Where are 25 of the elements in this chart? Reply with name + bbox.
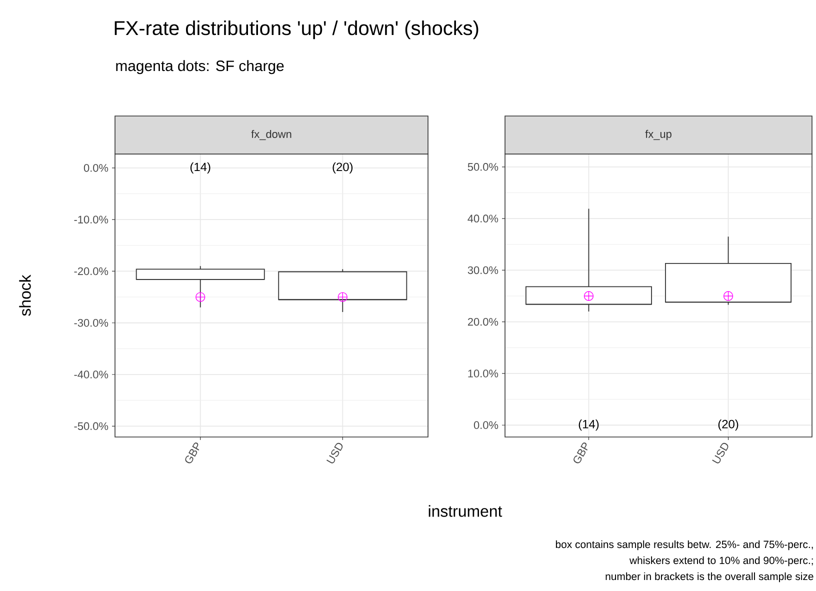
y-tick-label: 40.0% <box>468 214 498 222</box>
text: fx_down <box>251 130 292 140</box>
annotation: (14) <box>190 162 210 174</box>
y-axis-title: shock <box>19 274 31 316</box>
y-tick-label: 0.0% <box>84 164 108 172</box>
text: number in brackets is the overall sample size <box>606 572 814 582</box>
annotation: (20) <box>332 162 353 174</box>
y-tick-label: 50.0% <box>468 163 498 171</box>
chart-title: FX-rate distributions 'up' / 'down' (shocks) <box>114 20 478 40</box>
text: fx_up <box>645 130 672 140</box>
y-tick-label: 10.0% <box>468 370 498 378</box>
annotation: (20) <box>718 420 738 431</box>
chart-subtitle: magenta dots: SF charge <box>116 60 284 74</box>
y-tick-label: -10.0% <box>74 216 108 224</box>
x-axis-title: instrument <box>428 505 502 517</box>
y-tick-label: 20.0% <box>468 318 498 326</box>
y-tick-label: 0.0% <box>474 421 498 429</box>
text: whiskers extend to 10% and 90%-perc.; <box>629 556 813 566</box>
y-tick-label: -20.0% <box>74 267 108 276</box>
annotation: (14) <box>578 420 599 431</box>
y-tick-label: -40.0% <box>74 370 108 378</box>
text: box contains sample results betw. 25%- and 75%-perc., <box>556 540 813 550</box>
y-tick-label: -30.0% <box>74 319 108 327</box>
y-tick-label: 30.0% <box>468 266 498 274</box>
y-tick-label: -50.0% <box>74 422 108 430</box>
